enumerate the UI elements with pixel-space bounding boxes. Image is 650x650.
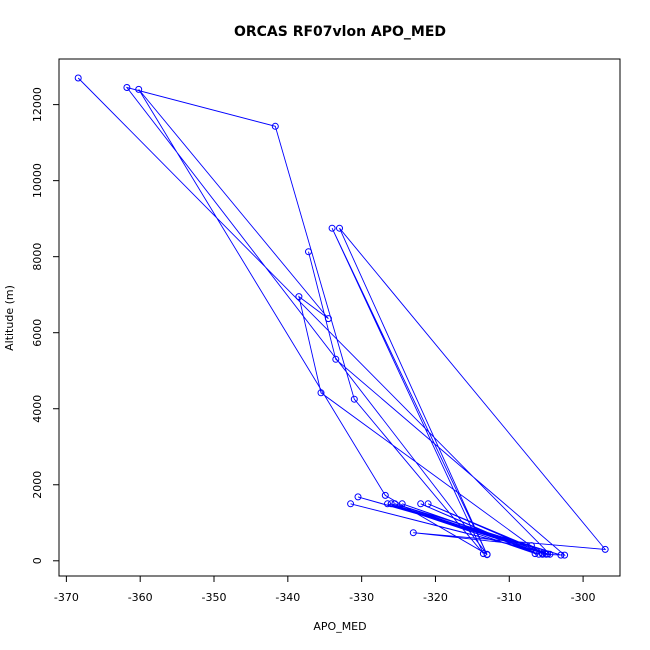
series-line — [77, 77, 607, 556]
y-tick-label: 10000 — [31, 163, 44, 198]
y-axis-label: Altitude (m) — [3, 285, 16, 351]
y-tick-label: 4000 — [31, 395, 44, 423]
data-point — [542, 550, 550, 558]
data-point — [271, 122, 279, 130]
data-point — [332, 355, 340, 363]
x-tick-label: -330 — [349, 591, 374, 604]
data-point — [417, 500, 425, 508]
data-point — [409, 529, 417, 537]
y-tick-label: 0 — [31, 557, 44, 564]
data-point — [328, 224, 336, 232]
data-point — [317, 389, 325, 397]
x-axis-label: APO_MED — [313, 620, 366, 633]
x-tick-label: -340 — [275, 591, 300, 604]
data-point — [347, 500, 355, 508]
data-point — [350, 395, 358, 403]
y-tick-label: 8000 — [31, 243, 44, 271]
y-tick-label: 12000 — [31, 87, 44, 122]
data-point — [135, 85, 143, 93]
data-point — [539, 550, 546, 558]
data-point — [535, 550, 543, 558]
data-point — [123, 84, 131, 91]
data-point — [387, 500, 395, 508]
series-points — [74, 74, 609, 559]
chart-title: ORCAS RF07vlon APO_MED — [234, 24, 446, 40]
y-tick-label: 6000 — [31, 319, 44, 347]
data-point — [601, 545, 609, 553]
data-point — [479, 550, 487, 558]
data-point — [527, 542, 535, 550]
data-point — [381, 491, 389, 499]
data-point — [531, 550, 539, 558]
data-point — [557, 551, 565, 559]
data-point — [391, 500, 399, 508]
plot-frame — [58, 58, 621, 577]
y-axis: 0 2000 4000 6000 8000 10000 12000 — [31, 87, 60, 564]
data-point — [295, 293, 303, 301]
data-point — [354, 493, 362, 501]
data-point — [305, 248, 312, 256]
data-point — [324, 315, 332, 323]
series-lines — [77, 77, 607, 556]
y-tick-label: 2000 — [31, 471, 44, 499]
x-tick-label: -350 — [202, 591, 227, 604]
x-tick-label: -310 — [497, 591, 522, 604]
x-axis: -370 -360 -350 -340 -330 -320 -310 -300 — [54, 575, 596, 604]
data-point — [384, 500, 391, 508]
data-point — [561, 551, 569, 559]
x-tick-label: -370 — [54, 591, 79, 604]
x-tick-label: -300 — [571, 591, 596, 604]
data-point — [74, 74, 82, 82]
data-point — [483, 550, 491, 558]
x-tick-label: -360 — [128, 591, 153, 604]
data-point — [336, 224, 343, 232]
data-point — [424, 500, 432, 508]
data-point — [398, 500, 406, 508]
x-tick-label: -320 — [423, 591, 448, 604]
